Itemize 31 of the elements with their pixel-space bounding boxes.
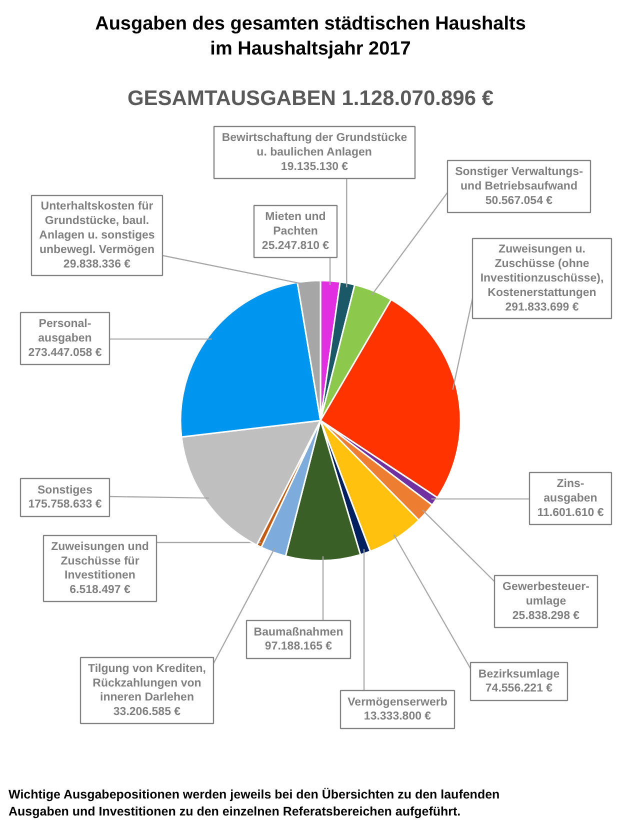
data-label: 97.188.165 €	[264, 640, 333, 653]
slice-label: Bewirtschaftung der Grundstücke u. baulichen Anlagen	[222, 132, 408, 158]
chart-title: Ausgaben des gesamten städtischen Haushalts im Haushaltsjahr 2017	[95, 13, 526, 60]
slice-label: Gewerbesteuer- umlage	[502, 581, 590, 608]
data-label: 291.833.699 €	[505, 301, 580, 314]
slice-label: Personal- ausgaben	[38, 318, 92, 344]
chart-subtitle: GESAMTAUSGABEN 1.128.070.896 €	[127, 87, 494, 110]
slice-label: Baumaßnahmen	[254, 626, 344, 638]
data-label: 273.447.058 €	[28, 346, 102, 359]
text: Wichtige Ausgabepositionen werden jeweils bei den Übersichten zu den laufenden Ausgaben und Investitionen zu den einzelnen Referatsbereichen aufgeführt.	[8, 788, 500, 818]
data-label: 33.206.585 €	[113, 706, 182, 718]
slice-label: Sonstiger Verwaltungs- und Betriebsaufwand	[455, 166, 584, 192]
slice-label: Zuweisungen und Zuschüsse für Investitionen	[51, 540, 149, 582]
data-label: 175.758.633 €	[28, 498, 102, 511]
slice-label: Sonstiges	[38, 484, 92, 496]
slice-label: Tilgung von Krediten, Rückzahlungen von inneren Darlehen	[88, 662, 206, 704]
data-label: 11.601.610 €	[537, 506, 604, 519]
slice-label: Vermögenserwerb	[348, 696, 448, 708]
data-label: 19.135.130 €	[280, 160, 349, 173]
slice-label: Zins- ausgaben	[544, 478, 598, 504]
data-label: 13.333.800 €	[364, 710, 432, 723]
data-label: 74.556.221 €	[485, 682, 554, 695]
data-label: 29.838.336 €	[63, 258, 132, 270]
slice-label: Unterhaltskosten für Grundstücke, baul. Anlagen u. sonstiges unbewegl. Vermögen	[39, 200, 155, 256]
slice-label: Bezirksumlage	[478, 668, 560, 680]
slice-label: Zuweisungen u. Zuschüsse (ohne Investitionzuschüsse), Kostenerstattungen	[480, 244, 604, 299]
data-label: 6.518.497 €	[70, 584, 131, 596]
data-label: 25.838.298 €	[512, 610, 580, 622]
data-label: 50.567.054 €	[485, 194, 554, 207]
data-label: 25.247.810 €	[262, 240, 330, 252]
slice-label: Mieten und Pachten	[265, 211, 326, 238]
